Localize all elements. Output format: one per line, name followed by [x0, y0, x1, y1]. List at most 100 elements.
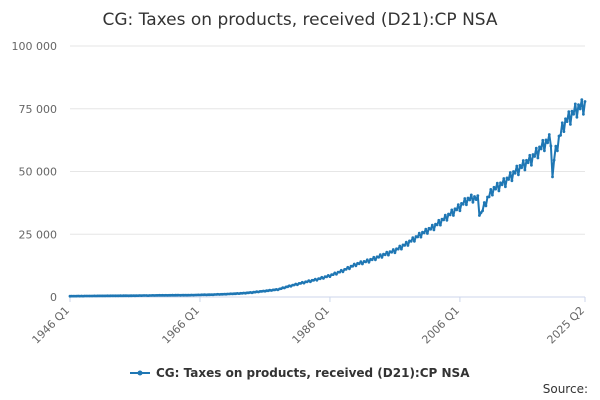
data-point[interactable]: [442, 218, 446, 222]
data-point[interactable]: [391, 248, 395, 251]
data-point[interactable]: [544, 138, 548, 142]
data-point[interactable]: [429, 227, 433, 231]
data-point[interactable]: [361, 262, 364, 266]
data-point[interactable]: [400, 247, 403, 251]
data-point[interactable]: [562, 130, 566, 134]
data-point[interactable]: [338, 270, 342, 274]
data-point[interactable]: [443, 213, 447, 217]
data-point[interactable]: [543, 149, 546, 153]
data-point[interactable]: [560, 121, 564, 125]
data-point[interactable]: [539, 147, 543, 151]
data-point[interactable]: [484, 204, 488, 208]
data-point[interactable]: [564, 117, 567, 121]
data-point[interactable]: [469, 193, 473, 197]
data-point[interactable]: [426, 232, 429, 235]
data-point[interactable]: [583, 100, 587, 103]
data-point[interactable]: [582, 112, 585, 116]
data-point[interactable]: [492, 185, 496, 189]
data-point[interactable]: [551, 175, 554, 179]
data-point[interactable]: [515, 164, 519, 168]
data-point[interactable]: [413, 239, 416, 243]
data-point[interactable]: [432, 228, 436, 232]
data-point[interactable]: [403, 244, 407, 247]
data-point[interactable]: [570, 109, 574, 113]
data-point[interactable]: [508, 171, 512, 174]
data-point[interactable]: [439, 223, 442, 227]
data-point[interactable]: [552, 158, 556, 162]
data-point[interactable]: [328, 275, 332, 278]
data-point[interactable]: [530, 163, 533, 167]
data-point[interactable]: [520, 166, 523, 170]
data-point[interactable]: [482, 201, 486, 204]
data-point[interactable]: [567, 110, 571, 114]
data-point[interactable]: [463, 197, 467, 200]
data-point[interactable]: [351, 264, 355, 268]
data-point[interactable]: [481, 209, 484, 213]
data-point[interactable]: [573, 102, 577, 106]
data-point[interactable]: [476, 194, 480, 198]
data-point[interactable]: [387, 253, 390, 257]
data-point[interactable]: [359, 260, 363, 264]
data-point[interactable]: [556, 149, 559, 153]
series-line-group[interactable]: [68, 98, 587, 298]
data-point[interactable]: [495, 181, 499, 185]
data-point[interactable]: [390, 250, 394, 254]
data-point[interactable]: [357, 262, 361, 266]
data-point[interactable]: [335, 272, 338, 276]
data-point[interactable]: [549, 144, 553, 148]
data-point[interactable]: [416, 235, 420, 239]
data-point[interactable]: [374, 258, 377, 262]
data-point[interactable]: [577, 103, 580, 106]
data-point[interactable]: [448, 213, 452, 217]
data-point[interactable]: [404, 240, 408, 244]
data-point[interactable]: [409, 239, 413, 243]
data-point[interactable]: [398, 244, 402, 248]
data-point[interactable]: [518, 164, 522, 167]
data-point[interactable]: [393, 251, 397, 255]
data-point[interactable]: [523, 168, 527, 172]
data-point[interactable]: [478, 214, 481, 217]
data-point[interactable]: [367, 260, 371, 264]
data-point[interactable]: [474, 198, 478, 202]
data-point[interactable]: [471, 200, 475, 204]
data-point[interactable]: [569, 123, 572, 126]
data-point[interactable]: [546, 141, 549, 145]
data-point[interactable]: [450, 208, 454, 212]
data-point[interactable]: [565, 120, 569, 123]
data-point[interactable]: [419, 235, 423, 239]
data-point[interactable]: [411, 236, 415, 240]
data-point[interactable]: [534, 146, 538, 150]
data-point[interactable]: [406, 244, 410, 247]
data-point[interactable]: [575, 115, 579, 119]
data-point[interactable]: [348, 267, 351, 271]
data-point[interactable]: [541, 138, 545, 142]
data-point[interactable]: [365, 258, 369, 262]
data-point[interactable]: [465, 203, 468, 207]
data-point[interactable]: [322, 277, 325, 280]
data-point[interactable]: [512, 170, 515, 173]
data-point[interactable]: [377, 255, 381, 259]
data-point[interactable]: [517, 173, 520, 177]
data-point[interactable]: [513, 171, 517, 175]
data-point[interactable]: [458, 209, 462, 213]
data-point[interactable]: [572, 112, 575, 116]
data-point[interactable]: [521, 159, 525, 162]
data-point[interactable]: [533, 155, 536, 158]
data-point[interactable]: [422, 231, 426, 235]
data-point[interactable]: [528, 153, 532, 157]
data-point[interactable]: [473, 195, 476, 198]
data-point[interactable]: [502, 177, 506, 180]
data-point[interactable]: [487, 195, 491, 199]
data-point[interactable]: [445, 218, 449, 222]
data-point[interactable]: [417, 231, 421, 235]
data-point[interactable]: [364, 260, 368, 264]
data-point[interactable]: [456, 203, 460, 207]
data-point[interactable]: [479, 211, 483, 215]
data-point[interactable]: [354, 264, 358, 268]
data-point[interactable]: [466, 196, 470, 200]
data-point[interactable]: [580, 98, 584, 101]
data-point[interactable]: [499, 181, 502, 185]
data-point[interactable]: [538, 145, 541, 149]
data-point[interactable]: [435, 223, 439, 227]
data-point[interactable]: [344, 267, 348, 271]
